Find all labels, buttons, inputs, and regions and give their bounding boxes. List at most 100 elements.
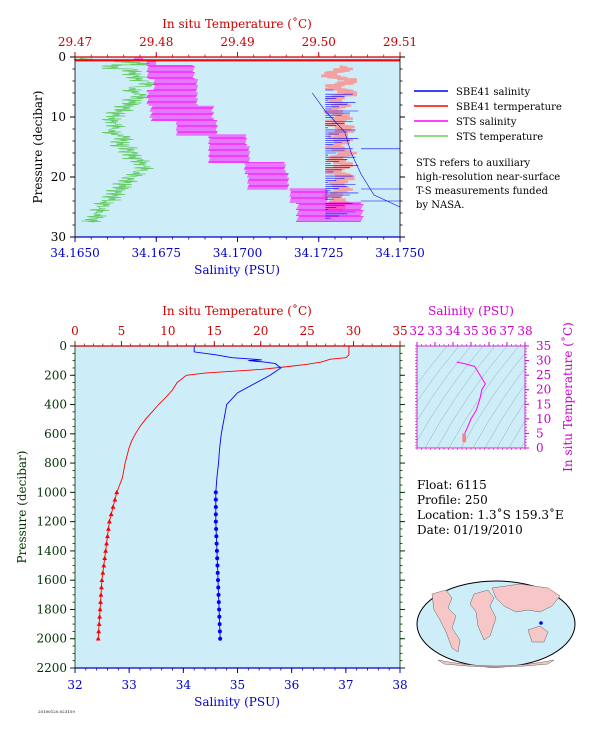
full-profile-salinity-tick-label: 34 xyxy=(176,678,192,692)
full-profile-temperature-axis-title: In situ Temperature (˚C) xyxy=(162,303,312,318)
ts-density-contours xyxy=(417,346,525,448)
ts-temperature-axis-title: In situ Temperature (˚C) xyxy=(560,322,575,472)
ts-series-group xyxy=(456,361,486,443)
full-profile-pressure-tick-label: 1600 xyxy=(36,573,67,587)
temperature-sample-marker xyxy=(95,636,101,641)
near-surface-pressure-tick-label: 10 xyxy=(51,110,66,124)
legend: SBE41 salinity SBE41 termperature STS sali… xyxy=(414,87,562,143)
density-contour-line xyxy=(417,346,484,442)
near-surface-temperature-tick-label: 29.51 xyxy=(383,35,417,49)
salinity-sample-marker xyxy=(213,497,218,502)
ts-salinity-tick-label: 37 xyxy=(499,324,514,338)
full-profile-salinity-tick-label: 36 xyxy=(284,678,299,692)
temperature-sample-marker xyxy=(114,489,120,495)
salinity-sample-marker xyxy=(216,578,220,583)
salinity-sample-marker xyxy=(217,614,222,619)
full-profile-salinity-tick-label: 37 xyxy=(338,678,353,692)
temperature-sample-marker xyxy=(98,599,103,604)
full-profile-pressure-tick-label: 600 xyxy=(44,427,67,441)
temperature-sample-marker xyxy=(96,628,102,634)
map-land-europe-africa xyxy=(469,589,497,641)
full-profile-pressure-tick-label: 2200 xyxy=(36,661,67,675)
temperature-sample-marker xyxy=(105,533,110,539)
profile-number: Profile: 250 xyxy=(417,493,488,507)
salinity-sample-marker xyxy=(216,592,221,597)
full-profile-pressure-axis-title: Pressure (decibar) xyxy=(15,451,29,564)
float-location: Location: 1.3˚S 159.3˚E xyxy=(417,508,564,522)
legend-label: STS temperature xyxy=(456,132,543,143)
ts-salinity-tick-label: 35 xyxy=(463,324,478,338)
salinity-sample-marker xyxy=(216,585,221,590)
ts-salinity-tick-label: 36 xyxy=(481,324,496,338)
ts-salinity-tick-label: 32 xyxy=(409,324,424,338)
density-contour-line xyxy=(417,346,460,403)
near-surface-salinity-tick-label: 34.1700 xyxy=(213,246,263,260)
near-surface-panel: 29.47 29.48 29.49 29.50 29.51 34.1650 34.1675 3… xyxy=(31,16,425,277)
near-surface-axes-group: 29.47 29.48 29.49 29.50 29.51 34.1650 34.1675 3… xyxy=(50,35,425,260)
map-land-americas xyxy=(431,589,461,653)
legend-label: STS salinity xyxy=(456,117,517,128)
near-surface-salinity-tick-label: 34.1725 xyxy=(294,246,344,260)
world-map-inset xyxy=(416,580,576,668)
float-id: Float: 6115 xyxy=(417,478,487,492)
full-profile-pressure-tick-label: 1200 xyxy=(36,515,67,529)
salinity-sample-marker xyxy=(213,490,218,495)
temperature-sample-marker xyxy=(103,548,109,553)
temperature-sample-marker xyxy=(100,570,106,575)
near-surface-salinity-axis-title: Salinity (PSU) xyxy=(194,263,280,277)
map-float-location-marker xyxy=(539,621,543,625)
ts-salinity-tick-label: 34 xyxy=(445,324,461,338)
temperature-sample-marker xyxy=(106,526,111,531)
full-profile-pressure-tick-label: 0 xyxy=(59,339,67,353)
density-contour-line xyxy=(496,401,525,448)
full-profile-pressure-tick-label: 1000 xyxy=(36,485,67,499)
map-land-australia xyxy=(527,625,549,643)
temperature-sample-marker xyxy=(98,592,104,597)
density-contour-line xyxy=(508,420,525,448)
near-surface-pressure-axis-title: Pressure (decibar) xyxy=(31,91,45,204)
full-profile-salinity-axis-title: Salinity (PSU) xyxy=(194,695,280,709)
ts-temperature-tick-label: 25 xyxy=(536,368,551,382)
full-profile-temperature-tick-label: 20 xyxy=(253,324,268,338)
timestamp-stamp: 20100120.023159 xyxy=(38,709,75,714)
near-surface-temperature-tick-label: 29.48 xyxy=(139,35,173,49)
sts-note-line: high-resolution near-surface xyxy=(416,172,561,183)
ts-temperature-tick-label: 35 xyxy=(536,339,551,353)
ts-temperature-tick-label: 20 xyxy=(536,383,551,397)
sts-note-line: STS refers to auxiliary xyxy=(416,158,531,169)
full-profile-series-group xyxy=(95,346,350,641)
sts-note: STS refers to auxiliary high-resolution … xyxy=(416,157,560,213)
full-profile-temperature-tick-label: 10 xyxy=(160,324,175,338)
salinity-sample-marker xyxy=(214,526,219,531)
full-profile-temperature-tick-label: 35 xyxy=(392,324,407,338)
density-contour-line xyxy=(424,346,496,448)
salinity-sample-marker xyxy=(214,541,219,546)
salinity-sample-marker xyxy=(217,607,222,612)
full-profile-temperature-tick-label: 30 xyxy=(346,324,361,338)
full-profile-temperature-tick-label: 5 xyxy=(118,324,126,338)
ts-temperature-tick-label: 0 xyxy=(536,441,544,455)
full-profile-axes-group: 0 5 10 15 20 25 30 35 32 33 34 35 36 37 38 0 200 400 600 80… xyxy=(36,324,407,692)
density-contour-line xyxy=(436,346,508,448)
temperature-sample-marker xyxy=(96,621,102,626)
temperature-sample-marker xyxy=(102,555,108,561)
temperature-sample-marker xyxy=(108,511,114,517)
legend-label: SBE41 salinity xyxy=(456,87,531,98)
temperature-sample-marker xyxy=(97,606,103,612)
full-profile-salinity-tick-label: 35 xyxy=(230,678,245,692)
full-profile-plot-area xyxy=(75,346,400,668)
near-surface-temperature-tick-label: 29.49 xyxy=(220,35,254,49)
full-profile-pressure-tick-label: 400 xyxy=(44,398,67,412)
full-profile-temperature-tick-label: 15 xyxy=(207,324,222,338)
near-surface-salinity-tick-label: 34.1675 xyxy=(131,246,181,260)
near-surface-pressure-tick-label: 20 xyxy=(51,170,66,184)
full-profile-salinity-tick-label: 32 xyxy=(67,678,82,692)
density-contour-line xyxy=(472,367,525,448)
sbe41-salinity-profile-line xyxy=(193,346,282,639)
density-contour-line xyxy=(460,352,525,448)
temperature-sample-marker xyxy=(112,497,118,502)
near-surface-pressure-tick-label: 0 xyxy=(58,50,66,64)
salinity-sample-marker xyxy=(218,636,223,641)
ts-salinity-tick-label: 38 xyxy=(517,324,532,338)
near-surface-temperature-tick-label: 29.50 xyxy=(302,35,336,49)
